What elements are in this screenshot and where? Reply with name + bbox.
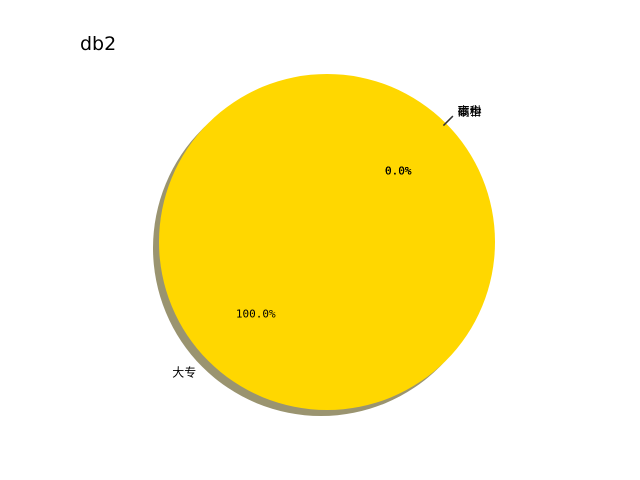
slice-pct-3: 0.0% <box>385 165 412 178</box>
slice-label-1: 硕士 <box>458 104 482 118</box>
slice-label-3: 高中 <box>458 103 482 118</box>
slice-label-0: 大专 <box>172 365 196 380</box>
slice-pct-1: 0.0% <box>385 165 412 178</box>
slice-label-2: 本科 <box>458 104 482 118</box>
chart-title: db2 <box>80 33 116 55</box>
slice-pct-2: 0.0% <box>385 165 412 178</box>
pie-slice-0 <box>159 74 495 410</box>
zero-slice-tick <box>442 115 454 127</box>
slice-pct-0: 100.0% <box>236 307 276 320</box>
